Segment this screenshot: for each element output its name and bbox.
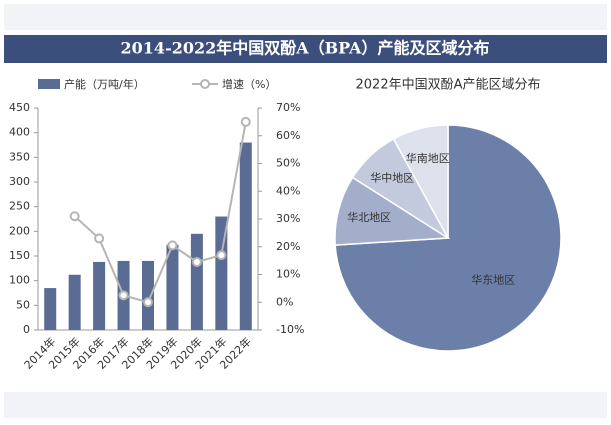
legend-swatch bbox=[38, 79, 60, 89]
growth-point bbox=[94, 233, 105, 244]
pie-title: 2022年中国双酚A产能区域分布 bbox=[356, 78, 541, 93]
y-tick-label: 400 bbox=[9, 126, 30, 139]
growth-point bbox=[167, 240, 178, 251]
legend-marker bbox=[200, 79, 210, 89]
y2-tick-label: 60% bbox=[276, 129, 300, 142]
slice-label: 华东地区 bbox=[471, 273, 515, 287]
y-tick-label: 200 bbox=[9, 224, 30, 237]
y-tick-label: 300 bbox=[9, 175, 30, 188]
legend-label: 增速（%） bbox=[222, 77, 276, 91]
bar bbox=[215, 216, 228, 330]
bar bbox=[190, 233, 203, 330]
growth-point bbox=[216, 250, 227, 261]
growth-point bbox=[69, 211, 80, 222]
y2-tick-label: 30% bbox=[276, 212, 300, 225]
slice-label: 华南地区 bbox=[406, 151, 450, 165]
y-tick-label: 350 bbox=[9, 150, 30, 163]
bar bbox=[166, 244, 179, 330]
y2-tick-label: 20% bbox=[276, 240, 300, 253]
bottom-strip bbox=[4, 392, 607, 418]
top-strip bbox=[4, 4, 607, 30]
y-tick-label: 100 bbox=[9, 274, 30, 287]
y-tick-label: 450 bbox=[9, 101, 30, 114]
page-title: 2014-2022年中国双酚A（BPA）产能及区域分布 bbox=[121, 39, 490, 58]
title-banner bbox=[4, 35, 607, 63]
growth-point bbox=[118, 290, 129, 301]
bar bbox=[239, 142, 252, 330]
y-tick-label: 0 bbox=[23, 323, 30, 336]
y2-tick-label: 10% bbox=[276, 268, 300, 281]
slice-label: 华中地区 bbox=[370, 171, 414, 185]
y-tick-label: 250 bbox=[9, 200, 30, 213]
y2-tick-label: 0% bbox=[276, 295, 293, 308]
y-tick-label: 150 bbox=[9, 249, 30, 262]
y2-tick-label: 70% bbox=[276, 101, 300, 114]
pie-slice bbox=[334, 176, 451, 246]
bar bbox=[44, 288, 57, 330]
y-tick-label: 50 bbox=[16, 298, 30, 311]
growth-point bbox=[143, 297, 153, 308]
bar bbox=[142, 260, 154, 330]
growth-point bbox=[191, 257, 202, 268]
bar bbox=[68, 274, 81, 330]
bar bbox=[93, 261, 106, 330]
growth-point bbox=[240, 116, 251, 127]
y2-tick-label: 50% bbox=[276, 157, 300, 170]
y2-tick-label: 40% bbox=[276, 184, 300, 197]
legend-label: 产能（万吨/年） bbox=[64, 77, 145, 91]
pie-slice bbox=[392, 124, 449, 239]
slice-label: 华北地区 bbox=[347, 210, 391, 224]
y2-tick-label: -10% bbox=[276, 323, 304, 336]
